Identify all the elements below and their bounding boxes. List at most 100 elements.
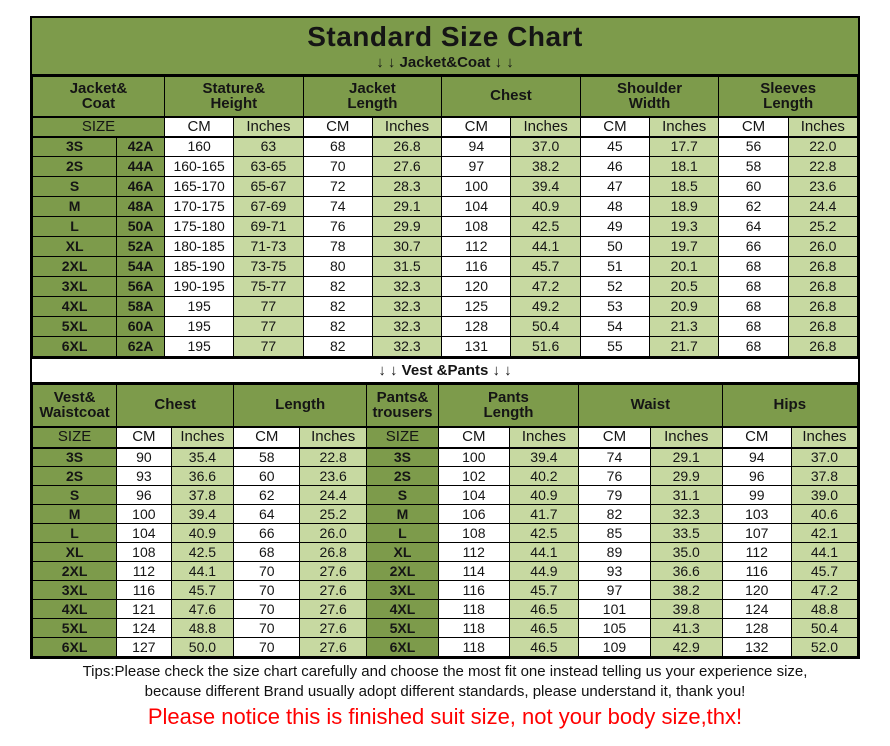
- value-cell: 51.6: [510, 336, 581, 357]
- value-cell: 52: [579, 276, 651, 297]
- table-row: S 46A 165-170 65-67 72 28.3 100 39.4 47 18.5 60 23.…: [31, 176, 859, 197]
- value-cell: 97: [578, 580, 651, 600]
- size-cell: 3XL: [31, 276, 118, 297]
- unit-header: CM: [233, 426, 301, 449]
- value-cell: 77: [233, 336, 304, 357]
- table-row: S 96 37.8 62 24.4 S 104 40.9 79 31.1 99 39.0: [31, 485, 859, 505]
- unit-header: CM: [579, 116, 651, 138]
- unit-header: CM: [437, 426, 510, 449]
- value-cell: 78: [302, 236, 373, 257]
- value-cell: 76: [578, 466, 651, 486]
- size-cell: 4XL: [31, 296, 118, 317]
- jacket-coat-table: Jacket& Coat Stature& Height Jacket Length…: [31, 76, 859, 357]
- value-cell: 79: [578, 485, 651, 505]
- value-cell: 68: [718, 296, 789, 317]
- value-cell: 22.8: [787, 156, 859, 177]
- value-cell: 160: [163, 136, 235, 157]
- unit-header: Inches: [299, 426, 368, 449]
- value-cell: 39.4: [510, 176, 581, 197]
- value-cell: 116: [441, 256, 512, 277]
- value-cell: 58: [718, 156, 789, 177]
- value-cell: 42.5: [510, 216, 581, 237]
- column-header: Jacket& Coat: [32, 76, 165, 118]
- unit-header: Inches: [649, 116, 720, 138]
- value-cell: 50: [579, 236, 651, 257]
- value-cell: 25.2: [787, 216, 859, 237]
- value-cell: 42.5: [508, 523, 580, 543]
- value-cell: 18.1: [649, 156, 720, 177]
- value-cell: 114: [437, 561, 510, 581]
- value-cell: 112: [437, 542, 510, 562]
- value-cell: 96: [721, 466, 792, 486]
- table-row: 2S 44A 160-165 63-65 70 27.6 97 38.2 46 18.1 58 22.…: [31, 156, 859, 177]
- value-cell: 106: [437, 504, 510, 524]
- unit-header: Inches: [371, 116, 443, 138]
- pants-size-cell: 4XL: [366, 599, 439, 619]
- table-row: L 104 40.9 66 26.0 L 108 42.5 85 33.5 107 42.1: [31, 523, 859, 543]
- table-row: XL 52A 180-185 71-73 78 30.7 112 44.1 50 19.7 66 26…: [31, 236, 859, 257]
- table-row: 2XL 112 44.1 70 27.6 2XL 114 44.9 93 36.6 116 45.7: [31, 561, 859, 581]
- value-cell: 76: [302, 216, 373, 237]
- value-cell: 195: [163, 316, 235, 337]
- value-cell: 48.8: [790, 599, 859, 619]
- value-cell: 190-195: [163, 276, 235, 297]
- value-cell: 104: [437, 485, 510, 505]
- size-cell: XL: [31, 236, 118, 257]
- value-cell: 56: [718, 136, 789, 157]
- value-cell: 160-165: [163, 156, 235, 177]
- value-cell: 127: [116, 637, 172, 657]
- value-cell: 37.0: [790, 447, 859, 467]
- value-cell: 47.6: [170, 599, 235, 619]
- value-cell: 125: [441, 296, 512, 317]
- column-header: Hips: [721, 384, 859, 428]
- value-cell: 165-170: [163, 176, 235, 197]
- value-cell: 26.0: [787, 236, 859, 257]
- value-cell: 116: [721, 561, 792, 581]
- value-cell: 45: [579, 136, 651, 157]
- value-cell: 104: [116, 523, 172, 543]
- value-cell: 180-185: [163, 236, 235, 257]
- value-cell: 40.6: [790, 504, 859, 524]
- value-cell: 18.9: [649, 196, 720, 217]
- value-cell: 20.5: [649, 276, 720, 297]
- value-cell: 50.0: [170, 637, 235, 657]
- vest-size-cell: 6XL: [31, 637, 118, 657]
- unit-header: CM: [441, 116, 512, 138]
- column-header: Vest& Waistcoat: [31, 384, 118, 428]
- table-row: 4XL 121 47.6 70 27.6 4XL 118 46.5 101 39.8 124 48.8: [31, 599, 859, 619]
- value-cell: 33.5: [649, 523, 723, 543]
- value-cell: 90: [116, 447, 172, 467]
- unit-header: CM: [116, 426, 172, 449]
- value-cell: 108: [116, 542, 172, 562]
- unit-header: CM: [718, 116, 789, 138]
- size-code-cell: 56A: [116, 276, 165, 297]
- value-cell: 74: [578, 447, 651, 467]
- value-cell: 27.6: [299, 580, 368, 600]
- value-cell: 35.4: [170, 447, 235, 467]
- value-cell: 101: [578, 599, 651, 619]
- value-cell: 120: [441, 276, 512, 297]
- value-cell: 27.6: [299, 561, 368, 581]
- value-cell: 37.0: [510, 136, 581, 157]
- value-cell: 58: [233, 447, 301, 467]
- value-cell: 102: [437, 466, 510, 486]
- value-cell: 116: [437, 580, 510, 600]
- table-row: 3XL 116 45.7 70 27.6 3XL 116 45.7 97 38.2 120 47.2: [31, 580, 859, 600]
- size-code-cell: 54A: [116, 256, 165, 277]
- value-cell: 38.2: [649, 580, 723, 600]
- value-cell: 77: [233, 296, 304, 317]
- value-cell: 124: [721, 599, 792, 619]
- finished-size-notice: Please notice this is finished suit size…: [147, 704, 743, 729]
- value-cell: 66: [233, 523, 301, 543]
- value-cell: 68: [233, 542, 301, 562]
- size-header: SIZE: [32, 116, 165, 138]
- size-cell: L: [31, 216, 118, 237]
- value-cell: 45.7: [508, 580, 580, 600]
- value-cell: 131: [441, 336, 512, 357]
- vest-size-cell: 2S: [31, 466, 118, 486]
- value-cell: 69-71: [233, 216, 304, 237]
- value-cell: 109: [578, 637, 651, 657]
- value-cell: 17.7: [649, 136, 720, 157]
- value-cell: 40.9: [170, 523, 235, 543]
- table-row: 3S 42A 160 63 68 26.8 94 37.0 45 17.7 56 22.0: [31, 136, 859, 157]
